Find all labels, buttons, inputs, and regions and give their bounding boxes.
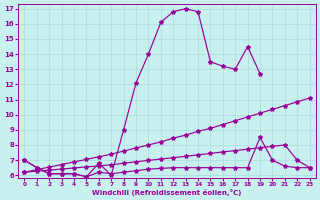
X-axis label: Windchill (Refroidissement éolien,°C): Windchill (Refroidissement éolien,°C) [92, 189, 242, 196]
